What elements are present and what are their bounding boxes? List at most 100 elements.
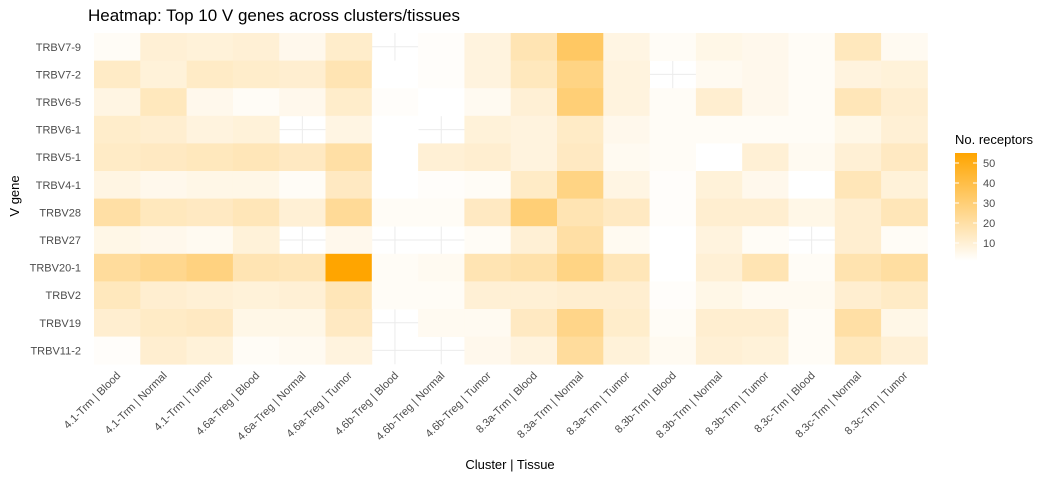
- heatmap-cell: [232, 115, 280, 144]
- heatmap-cell: [418, 60, 465, 89]
- y-tick-label: TRBV11-2: [30, 345, 81, 357]
- heatmap-cell: [94, 226, 141, 255]
- heatmap-cell: [788, 171, 836, 199]
- heatmap-cell: [649, 226, 697, 255]
- heatmap-cell: [510, 336, 558, 365]
- heatmap-cell: [742, 336, 789, 365]
- heatmap-cell: [788, 198, 836, 227]
- y-tick-labels: TRBV7-9 TRBV7-2 TRBV6-5 TRBV6-1 TRBV5-1 TRBV4…: [30, 42, 81, 358]
- heatmap-cell: [418, 171, 465, 199]
- heatmap-cell: [94, 88, 141, 117]
- heatmap-cell: [186, 60, 234, 89]
- heatmap-cell: [279, 253, 326, 282]
- heatmap-cell: [742, 281, 789, 310]
- heatmap-cell: [464, 171, 512, 199]
- heatmap-cell: [140, 115, 187, 144]
- heatmap-cell: [371, 171, 419, 199]
- heatmap-cell: [279, 281, 326, 310]
- heatmap-cell: [742, 198, 789, 227]
- heatmap-cell: [510, 115, 558, 144]
- heatmap-cell: [232, 281, 280, 310]
- heatmap-cell: [186, 115, 234, 144]
- legend-colorbar: [955, 153, 977, 261]
- heatmap-cell: [325, 281, 373, 310]
- heatmap-cell: [232, 171, 280, 199]
- heatmap-cell: [464, 281, 512, 310]
- legend-tick-label: 30: [983, 198, 995, 210]
- heatmap-cell: [603, 309, 650, 337]
- heatmap-cell: [834, 143, 882, 172]
- heatmap-cell: [603, 88, 650, 117]
- heatmap-cell: [557, 226, 604, 255]
- legend-tick-label: 10: [983, 238, 995, 250]
- heatmap-cell: [279, 198, 326, 227]
- heatmap-cell: [140, 309, 187, 337]
- heatmap-cell: [557, 309, 604, 337]
- heatmap-cell: [464, 33, 512, 61]
- y-tick-label: TRBV6-5: [36, 97, 81, 109]
- heatmap-cell: [140, 60, 187, 89]
- heatmap-cell: [834, 198, 882, 227]
- heatmap-cell: [325, 60, 373, 89]
- heatmap-cell: [232, 309, 280, 337]
- heatmap-cell: [232, 198, 280, 227]
- heatmap-cells: [94, 33, 928, 365]
- heatmap-cell: [603, 143, 650, 172]
- heatmap-cell: [371, 198, 419, 227]
- heatmap-cell: [232, 88, 280, 117]
- legend-tick-label: 50: [983, 158, 995, 170]
- heatmap-cell: [649, 281, 697, 310]
- heatmap-cell: [834, 309, 882, 337]
- heatmap-cell: [140, 143, 187, 172]
- legend-tick-label: 40: [983, 178, 995, 190]
- heatmap-cell: [186, 336, 234, 365]
- heatmap-cell: [649, 198, 697, 227]
- heatmap-cell: [881, 88, 928, 117]
- heatmap-cell: [186, 143, 234, 172]
- heatmap-cell: [94, 143, 141, 172]
- heatmap-cell: [464, 60, 512, 89]
- heatmap-cell: [94, 309, 141, 337]
- heatmap-cell: [695, 253, 743, 282]
- heatmap-cell: [742, 33, 789, 61]
- heatmap-cell: [371, 115, 419, 144]
- heatmap-cell: [649, 309, 697, 337]
- heatmap-cell: [232, 33, 280, 61]
- heatmap-cell: [186, 226, 234, 255]
- heatmap-cell: [649, 253, 697, 282]
- heatmap-cell: [418, 198, 465, 227]
- heatmap-cell: [418, 309, 465, 337]
- legend-tick-label: 20: [983, 218, 995, 230]
- heatmap-cell: [742, 88, 789, 117]
- heatmap-cell: [279, 88, 326, 117]
- heatmap-cell: [186, 88, 234, 117]
- y-tick-label: TRBV19: [39, 318, 81, 330]
- heatmap-cell: [695, 171, 743, 199]
- heatmap-cell: [464, 309, 512, 337]
- heatmap-cell: [695, 281, 743, 310]
- heatmap-cell: [464, 336, 512, 365]
- heatmap-cell: [742, 253, 789, 282]
- heatmap-cell: [834, 226, 882, 255]
- heatmap-cell: [649, 33, 697, 61]
- heatmap-cell: [186, 171, 234, 199]
- heatmap-cell: [371, 281, 419, 310]
- heatmap-cell: [232, 143, 280, 172]
- heatmap-cell: [418, 88, 465, 117]
- heatmap-cell: [186, 309, 234, 337]
- heatmap-cell: [510, 309, 558, 337]
- heatmap-cell: [788, 88, 836, 117]
- heatmap-cell: [695, 198, 743, 227]
- heatmap-cell: [418, 33, 465, 61]
- heatmap-cell: [325, 198, 373, 227]
- heatmap-cell: [279, 143, 326, 172]
- heatmap-cell: [186, 198, 234, 227]
- heatmap-cell: [279, 60, 326, 89]
- chart-title: Heatmap: Top 10 V genes across clusters/…: [88, 6, 460, 25]
- heatmap-cell: [232, 226, 280, 255]
- heatmap-cell: [510, 281, 558, 310]
- legend-ticks: 10 20 30 40 50: [955, 158, 995, 250]
- heatmap-cell: [94, 171, 141, 199]
- heatmap-cell: [742, 226, 789, 255]
